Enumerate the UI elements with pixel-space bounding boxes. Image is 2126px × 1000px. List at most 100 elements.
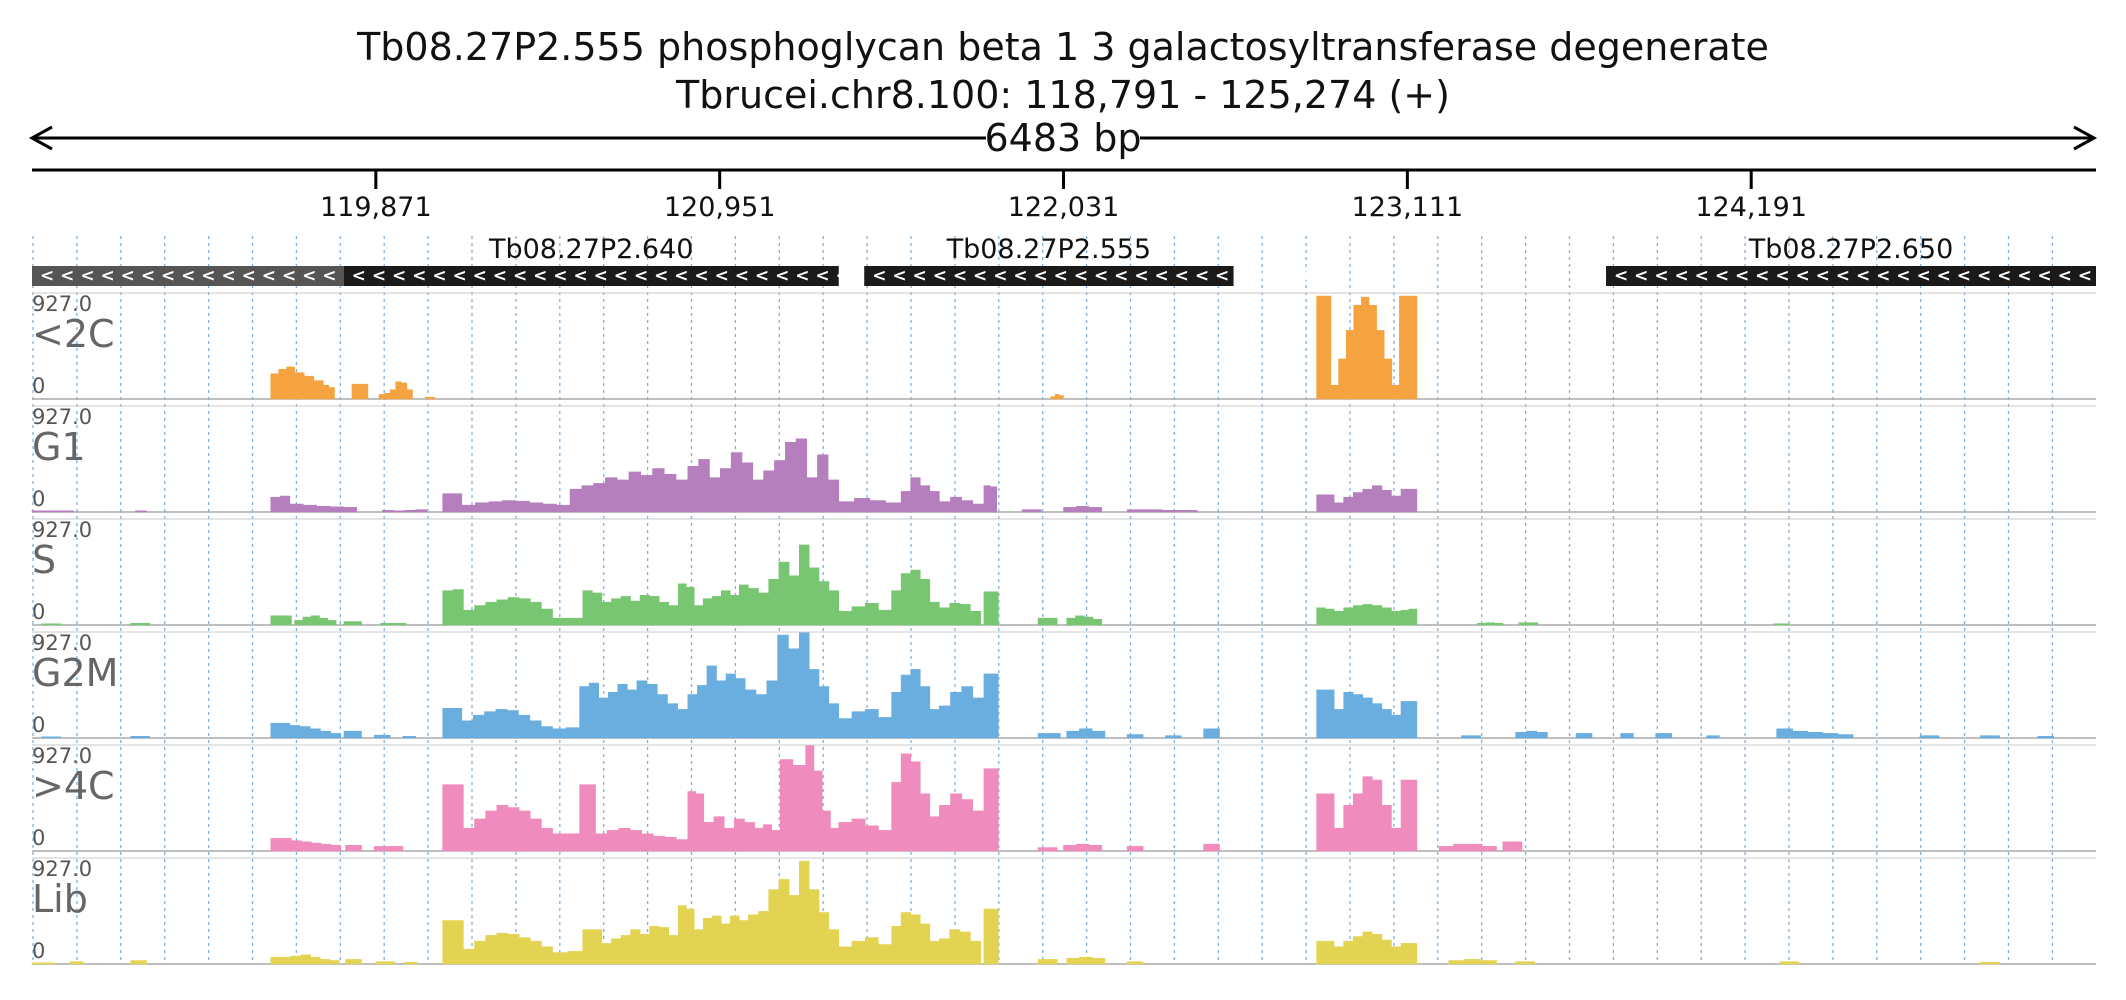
coverage-segment — [135, 510, 147, 513]
coverage-segment — [838, 602, 892, 626]
coverage-segment — [1477, 622, 1504, 626]
coverage-segment — [1655, 733, 1672, 739]
coverage-segment — [677, 583, 695, 626]
coverage-segment — [270, 838, 292, 852]
coverage-segment — [1316, 607, 1335, 626]
coverage-segment — [748, 561, 800, 626]
coverage-segment — [1126, 961, 1144, 965]
coverage-segment — [582, 590, 603, 626]
track-ymax-label: 927.0 — [32, 518, 92, 542]
coverage-segment — [983, 485, 997, 513]
track-ymax-label: 927.0 — [32, 631, 92, 655]
coverage-segment — [343, 621, 362, 626]
track-name: S — [32, 538, 56, 582]
coverage-segment — [289, 503, 358, 513]
coverage-segment — [345, 959, 362, 965]
coverage-segment — [1919, 735, 1940, 739]
coverage-segment — [838, 497, 902, 513]
coverage-segment — [1779, 961, 1800, 965]
coverage-segment — [389, 381, 413, 400]
coverage-segment — [1203, 728, 1220, 739]
span-ruler: 6483 bp — [28, 116, 2098, 160]
track-name: Lib — [32, 877, 88, 921]
coverage-segment — [838, 709, 892, 739]
coverage-segment — [1316, 494, 1335, 513]
coverage-segment — [1330, 296, 1400, 400]
chart-subtitle: Tbrucei.chr8.100: 118,791 - 125,274 (+) — [675, 73, 1450, 117]
track-name: >4C — [32, 764, 115, 808]
coverage-segment — [579, 784, 596, 852]
coverage-segment — [1773, 623, 1790, 626]
coverage-segment — [1400, 488, 1418, 513]
coverage-segment — [1400, 943, 1418, 965]
coverage-segment — [939, 793, 985, 852]
coverage-segment — [463, 804, 553, 852]
x-tick-label: 124,191 — [1695, 192, 1807, 223]
coverage-segment — [343, 730, 362, 739]
coverage-segment — [1037, 847, 1058, 852]
coverage-segment — [2037, 735, 2054, 739]
coverage-segment — [552, 617, 584, 626]
chart-title: Tb08.27P2.555 phosphoglycan beta 1 3 gal… — [356, 25, 1769, 69]
gene-feature — [343, 266, 839, 286]
track-name: G1 — [32, 425, 86, 469]
gene-strand-arrows: < < < < < < < < < < < < < < < < < < < < … — [352, 266, 971, 286]
coverage-segment — [693, 584, 749, 626]
coverage-segment — [595, 827, 689, 852]
coverage-track: 927.0>4C 0 — [32, 744, 2096, 852]
coverage-track: 927.0S 0 — [32, 518, 2096, 626]
coverage-segment — [983, 768, 999, 852]
coverage-segment — [939, 602, 982, 626]
coverage-segment — [552, 951, 584, 965]
coverage-segment — [569, 468, 689, 513]
x-tick-label: 122,031 — [1008, 192, 1120, 223]
coverage-segment — [1400, 701, 1418, 739]
coverage-segment — [1066, 615, 1103, 626]
coverage-segment — [1050, 394, 1064, 400]
coverage-segment — [1333, 604, 1402, 626]
track-ymax-label: 927.0 — [32, 744, 92, 768]
coverage-segment — [375, 961, 396, 965]
coverage-segment — [373, 846, 404, 852]
coverage-segment — [380, 622, 407, 626]
coverage-segment — [1502, 841, 1523, 852]
gene-strand-arrows: < < < < < < < < < < < < < < < < < < < — [40, 266, 417, 286]
coverage-segment — [552, 727, 580, 739]
track-ymax-label: 927.0 — [32, 292, 92, 316]
coverage-segment — [601, 925, 679, 965]
track-ymin-label: 0 — [32, 826, 45, 850]
coverage-segment — [891, 912, 940, 965]
coverage-segment — [1126, 846, 1144, 852]
gene-feature — [32, 266, 344, 286]
coverage-segment — [1333, 776, 1402, 852]
coverage-segment — [748, 879, 800, 965]
coverage-segment — [1063, 505, 1103, 513]
coverage-segment — [130, 735, 151, 739]
track-ymax-label: 927.0 — [32, 857, 92, 881]
span-arrow-left-head — [28, 125, 53, 151]
coverage-segment — [754, 824, 781, 852]
coverage-segment — [552, 833, 580, 852]
track-name: G2M — [32, 651, 118, 695]
coverage-segment — [779, 759, 806, 852]
coverage-segment — [1126, 509, 1198, 513]
coverage-segment — [402, 735, 416, 739]
coverage-segment — [1515, 961, 1536, 965]
coverage-segment — [1400, 779, 1418, 852]
coverage-segment — [703, 816, 755, 852]
coverage-segment — [983, 673, 999, 739]
coverage-segment — [636, 680, 689, 739]
coverage-segment — [41, 736, 61, 739]
coverage-segment — [1448, 959, 1497, 965]
coverage-segment — [838, 818, 892, 852]
coverage-segment — [1021, 509, 1042, 513]
coverage-segment — [1400, 608, 1418, 626]
x-tick-label: 123,111 — [1352, 192, 1464, 223]
coverage-segment — [891, 753, 940, 852]
track-ymin-label: 0 — [32, 713, 45, 737]
coverage-segment — [463, 597, 553, 626]
coverage-segment — [1316, 689, 1335, 739]
track-ymax-label: 927.0 — [32, 405, 92, 429]
coverage-segment — [373, 734, 391, 739]
